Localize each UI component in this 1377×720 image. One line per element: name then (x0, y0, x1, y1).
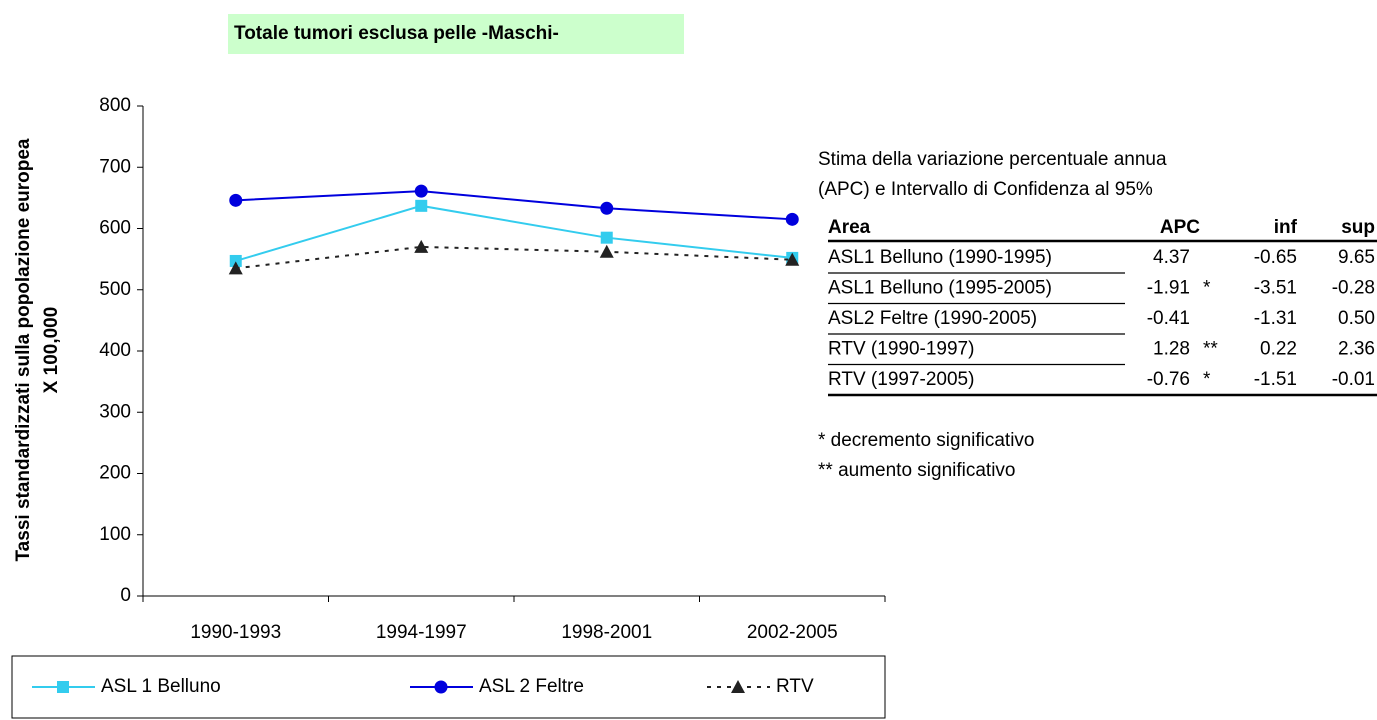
x-tick-label: 2002-2005 (747, 622, 838, 643)
table-cell: * (1203, 369, 1211, 390)
table-cell: RTV (1997-2005) (828, 369, 974, 390)
y-tick-label: 200 (99, 463, 131, 484)
table-cell: RTV (1990-1997) (828, 339, 974, 360)
data-point (229, 193, 243, 207)
table-cell: 4.37 (1153, 247, 1190, 268)
table-caption: (APC) e Intervallo di Confidenza al 95% (818, 179, 1153, 200)
data-point (600, 201, 614, 215)
table-cell: -3.51 (1254, 278, 1297, 299)
table-cell: ASL1 Belluno (1995-2005) (828, 278, 1052, 299)
table-note: ** aumento significativo (818, 460, 1016, 481)
table-header: Area (828, 217, 871, 238)
table-cell: -1.31 (1254, 308, 1297, 329)
y-tick-label: 600 (99, 218, 131, 239)
data-point (229, 254, 242, 267)
legend-marker (731, 680, 745, 693)
y-tick-label: 500 (99, 279, 131, 300)
table-header: APC (1160, 217, 1200, 238)
table-note: * decremento significativo (818, 430, 1035, 451)
legend-marker (434, 680, 448, 694)
table-cell: -0.65 (1254, 247, 1297, 268)
series-line (235, 190, 793, 221)
legend-marker (57, 681, 69, 693)
legend-box (11, 655, 886, 719)
table-cell: -0.01 (1332, 369, 1375, 390)
data-point (785, 252, 800, 266)
legend-label: RTV (776, 676, 814, 697)
table-cell: -0.41 (1147, 308, 1190, 329)
data-point (785, 212, 799, 226)
series-line (235, 245, 793, 270)
x-tick-label: 1990-1993 (190, 622, 281, 643)
y-tick-label: 800 (99, 95, 131, 116)
legend-label: ASL 2 Feltre (479, 676, 584, 697)
table-cell: 0.50 (1338, 308, 1375, 329)
table-cell: -1.91 (1147, 278, 1190, 299)
chart-title: Totale tumori esclusa pelle -Maschi- (234, 23, 559, 44)
y-axis-label: Tassi standardizzati sulla popolazione e… (13, 138, 34, 561)
y-tick-label: 400 (99, 340, 131, 361)
y-tick-label: 300 (99, 401, 131, 422)
data-point (414, 184, 428, 198)
table-cell: 9.65 (1338, 247, 1375, 268)
series-line (235, 204, 793, 262)
table-cell: -1.51 (1254, 369, 1297, 390)
x-tick-label: 1994-1997 (376, 622, 467, 643)
table-cell: ** (1203, 339, 1218, 360)
table-header: inf (1274, 217, 1298, 238)
table-cell: 2.36 (1338, 339, 1375, 360)
title-background (228, 14, 684, 54)
x-tick-label: 1998-2001 (561, 622, 652, 643)
data-point (599, 244, 614, 258)
table-header: sup (1341, 217, 1375, 238)
table-cell: ASL2 Feltre (1990-2005) (828, 308, 1037, 329)
data-point (414, 239, 429, 253)
y-tick-label: 100 (99, 524, 131, 545)
data-point (415, 199, 428, 212)
legend-label: ASL 1 Belluno (101, 676, 221, 697)
data-point (600, 231, 613, 244)
table-cell: 1.28 (1153, 339, 1190, 360)
table-cell: ASL1 Belluno (1990-1995) (828, 247, 1052, 268)
y-axis-label: X 100,000 (41, 307, 62, 394)
data-point (228, 261, 243, 275)
y-tick-label: 700 (99, 156, 131, 177)
table-cell: -0.28 (1332, 278, 1375, 299)
table-cell: -0.76 (1147, 369, 1190, 390)
table-cell: * (1203, 278, 1211, 299)
y-tick-label: 0 (120, 585, 131, 606)
table-cell: 0.22 (1260, 339, 1297, 360)
table-caption: Stima della variazione percentuale annua (818, 149, 1167, 170)
